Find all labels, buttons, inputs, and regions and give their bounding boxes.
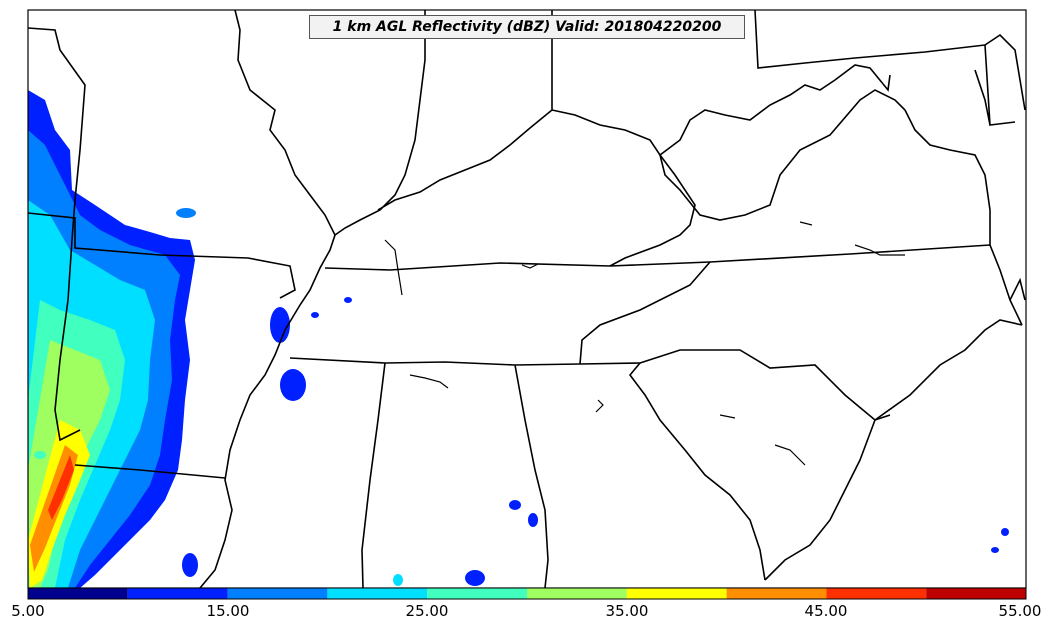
colorbar-bin: [726, 588, 827, 599]
echo-cell: [344, 297, 352, 303]
colorbar-label: 55.00: [998, 602, 1042, 620]
colorbar-bin: [227, 588, 328, 599]
colorbar-label: 25.00: [405, 602, 449, 620]
colorbar-bin: [127, 588, 228, 599]
echo-cell: [465, 570, 485, 586]
map-background: [28, 10, 1026, 588]
echo-cell: [34, 451, 46, 459]
colorbar-bin: [28, 588, 128, 599]
water-features: [384, 221, 905, 466]
echo-cell: [1001, 528, 1009, 536]
colorbar-bin: [527, 588, 627, 599]
colorbar-label: 15.00: [206, 602, 250, 620]
colorbar-frame: [27, 587, 1027, 600]
echo-cell: [393, 574, 403, 586]
echo-cell: [528, 513, 538, 527]
colorbar-bin: [826, 588, 927, 599]
echo-cell: [311, 312, 319, 318]
colorbar-bin: [327, 588, 428, 599]
echo-cell: [991, 547, 999, 553]
state-boundaries: [28, 10, 1026, 588]
colorbar: [28, 588, 1026, 599]
echo-cell: [176, 208, 196, 218]
colorbar-label: 5.00: [11, 602, 45, 620]
echo-cell: [182, 553, 198, 577]
colorbar-label: 35.00: [605, 602, 649, 620]
reflectivity-echoes: [28, 90, 1009, 588]
colorbar-bin: [926, 588, 1026, 599]
colorbar-label: 45.00: [804, 602, 848, 620]
map-title: 1 km AGL Reflectivity (dBZ) Valid: 20180…: [309, 15, 745, 39]
echo-cell: [509, 500, 521, 510]
colorbar-bin: [427, 588, 527, 599]
echo-cell: [270, 307, 290, 343]
echo-cell: [280, 369, 306, 401]
colorbar-bin: [626, 588, 727, 599]
echo-band-45: [48, 455, 74, 520]
